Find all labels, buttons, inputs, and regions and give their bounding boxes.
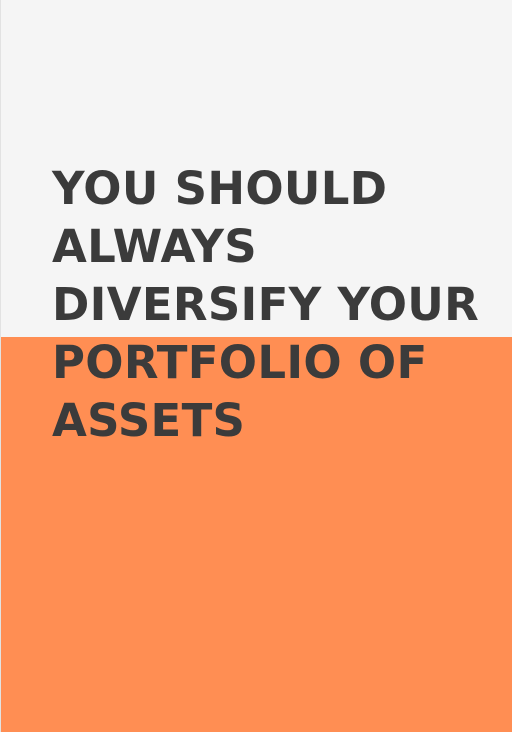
headline-line-3: DIVERSIFY YOUR — [52, 278, 480, 331]
headline: YOU SHOULD ALWAYS DIVERSIFY YOUR PORTFOL… — [52, 160, 492, 450]
headline-line-2: ALWAYS — [52, 220, 257, 273]
left-edge-divider — [0, 0, 1, 732]
headline-line-4: PORTFOLIO OF — [52, 336, 428, 389]
top-light-panel — [0, 0, 512, 337]
bottom-orange-panel — [0, 337, 512, 732]
headline-line-5: ASSETS — [52, 394, 246, 447]
headline-line-1: YOU SHOULD — [52, 162, 388, 215]
